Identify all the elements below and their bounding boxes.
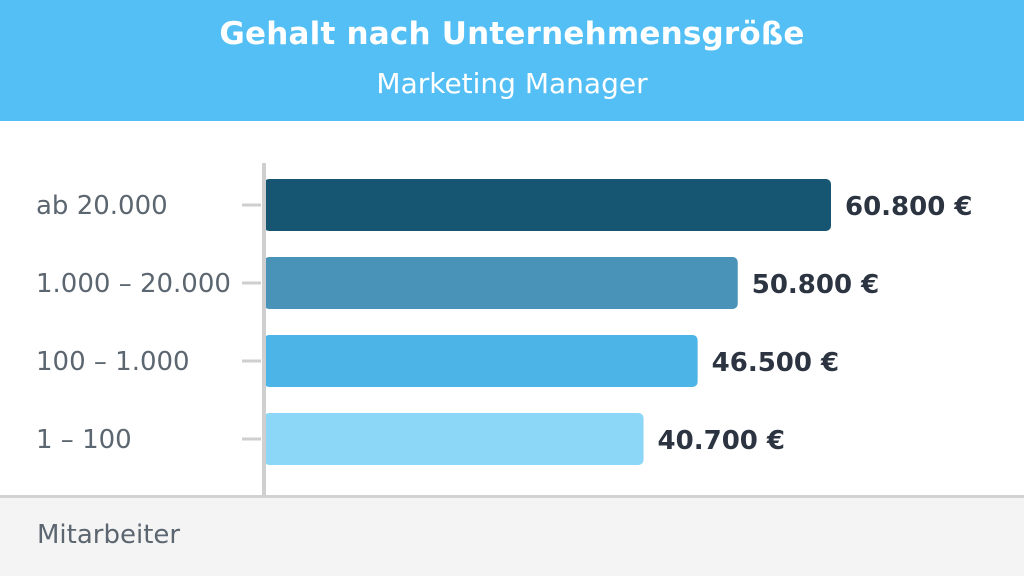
value-label: 50.800 € bbox=[752, 270, 879, 300]
bar bbox=[264, 179, 831, 231]
category-label: ab 20.000 bbox=[36, 191, 168, 221]
bar bbox=[264, 413, 644, 465]
bar-chart: ab 20.000 60.800 € 1.000 – 20.000 50.800 € 1… bbox=[36, 163, 972, 495]
bar bbox=[264, 335, 698, 387]
value-label: 46.500 € bbox=[712, 348, 839, 378]
chart-footer: Mitarbeiter bbox=[0, 495, 1024, 576]
category-label: 1 – 100 bbox=[36, 425, 132, 455]
value-label: 40.700 € bbox=[658, 426, 785, 456]
chart-subtitle: Marketing Manager bbox=[376, 67, 648, 100]
chart-header: Gehalt nach Unternehmensgröße Marketing … bbox=[0, 0, 1024, 121]
value-label: 60.800 € bbox=[845, 192, 972, 222]
y-axis-label: Mitarbeiter bbox=[37, 520, 181, 550]
bar bbox=[264, 257, 738, 309]
category-label: 100 – 1.000 bbox=[36, 347, 190, 377]
chart-title: Gehalt nach Unternehmensgröße bbox=[219, 16, 805, 52]
category-label: 1.000 – 20.000 bbox=[36, 269, 231, 299]
